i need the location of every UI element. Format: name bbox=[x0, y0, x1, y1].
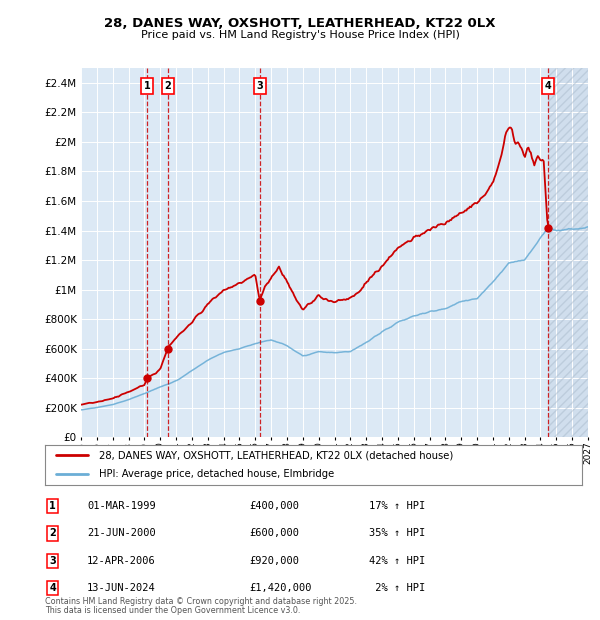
Text: 3: 3 bbox=[256, 81, 263, 91]
Text: Price paid vs. HM Land Registry's House Price Index (HPI): Price paid vs. HM Land Registry's House … bbox=[140, 30, 460, 40]
Text: 28, DANES WAY, OXSHOTT, LEATHERHEAD, KT22 0LX: 28, DANES WAY, OXSHOTT, LEATHERHEAD, KT2… bbox=[104, 17, 496, 30]
Bar bbox=[548, 68, 588, 437]
Bar bbox=[548, 68, 588, 437]
Text: 21-JUN-2000: 21-JUN-2000 bbox=[87, 528, 156, 538]
Text: 42% ↑ HPI: 42% ↑ HPI bbox=[369, 556, 425, 565]
Text: 1: 1 bbox=[49, 501, 56, 511]
Text: 2% ↑ HPI: 2% ↑ HPI bbox=[369, 583, 425, 593]
Text: 3: 3 bbox=[49, 556, 56, 565]
Text: £400,000: £400,000 bbox=[249, 501, 299, 511]
Text: 2: 2 bbox=[164, 81, 171, 91]
Text: 4: 4 bbox=[544, 81, 551, 91]
Text: 01-MAR-1999: 01-MAR-1999 bbox=[87, 501, 156, 511]
Text: 28, DANES WAY, OXSHOTT, LEATHERHEAD, KT22 0LX (detached house): 28, DANES WAY, OXSHOTT, LEATHERHEAD, KT2… bbox=[98, 450, 453, 461]
Text: This data is licensed under the Open Government Licence v3.0.: This data is licensed under the Open Gov… bbox=[45, 606, 301, 615]
Text: 12-APR-2006: 12-APR-2006 bbox=[87, 556, 156, 565]
Text: 13-JUN-2024: 13-JUN-2024 bbox=[87, 583, 156, 593]
Text: 1: 1 bbox=[143, 81, 151, 91]
Text: 35% ↑ HPI: 35% ↑ HPI bbox=[369, 528, 425, 538]
Text: £920,000: £920,000 bbox=[249, 556, 299, 565]
Text: HPI: Average price, detached house, Elmbridge: HPI: Average price, detached house, Elmb… bbox=[98, 469, 334, 479]
Text: 4: 4 bbox=[49, 583, 56, 593]
Text: Contains HM Land Registry data © Crown copyright and database right 2025.: Contains HM Land Registry data © Crown c… bbox=[45, 597, 357, 606]
Text: 17% ↑ HPI: 17% ↑ HPI bbox=[369, 501, 425, 511]
Text: £1,420,000: £1,420,000 bbox=[249, 583, 311, 593]
Text: £600,000: £600,000 bbox=[249, 528, 299, 538]
Text: 2: 2 bbox=[49, 528, 56, 538]
